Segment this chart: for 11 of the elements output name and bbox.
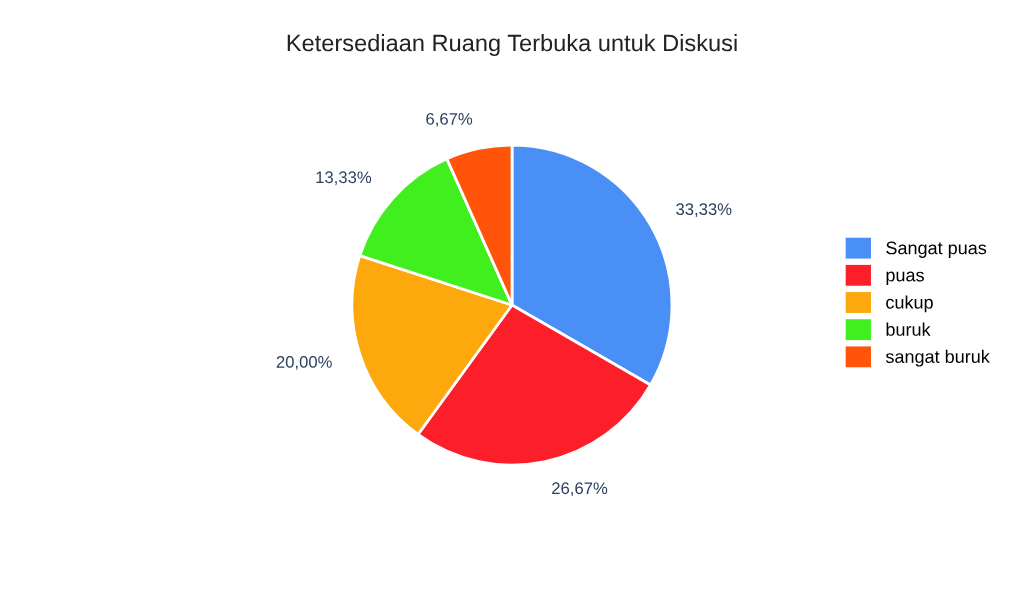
data-label: 26,67%: [552, 482, 608, 497]
legend-label: cukup: [886, 295, 933, 313]
data-label: 13,33%: [316, 171, 372, 186]
legend-label: sangat buruk: [885, 349, 990, 367]
data-label: 33,33%: [676, 203, 732, 218]
legend-label: buruk: [886, 322, 931, 336]
chart-title: Ketersediaan Ruang Terbuka untuk Diskusi: [287, 34, 737, 56]
legend-label: Sangat puas: [886, 241, 987, 258]
legend-label: puas: [886, 271, 924, 286]
data-label: 6,67%: [426, 113, 473, 127]
data-label: 20,00%: [276, 356, 332, 370]
